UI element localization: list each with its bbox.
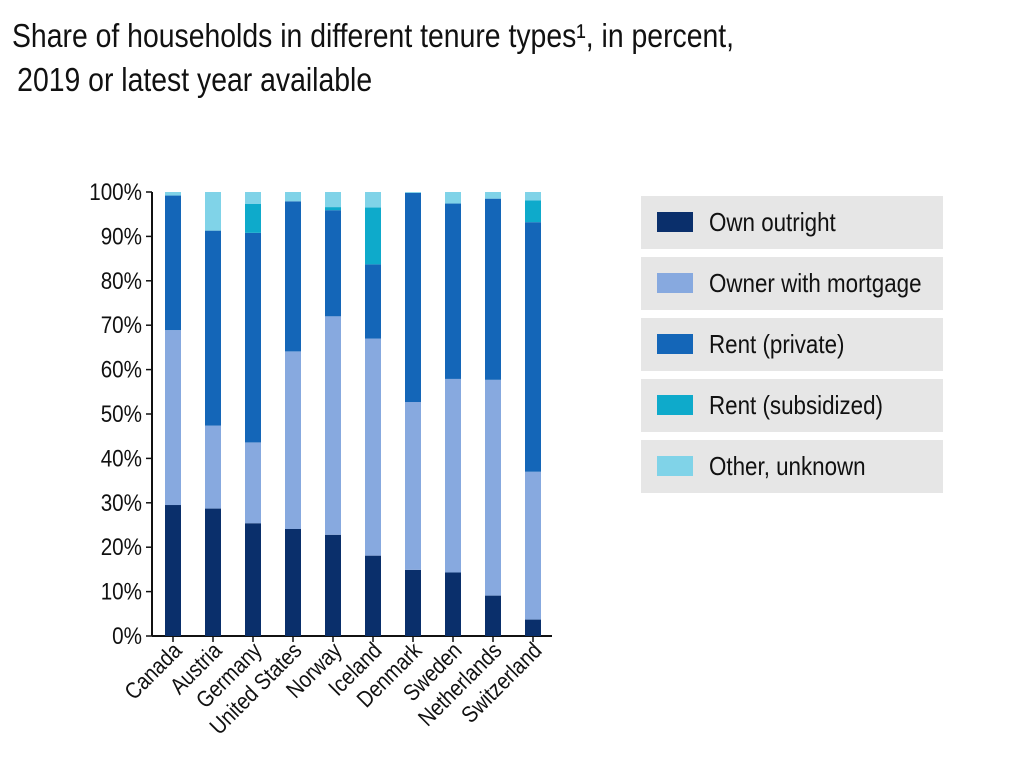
bar-segment <box>445 192 461 204</box>
bar-segment <box>405 402 421 570</box>
y-tick-label: 0% <box>112 623 142 650</box>
bar-segment <box>365 207 381 265</box>
y-tick-label: 90% <box>101 223 142 250</box>
bar-segment <box>365 264 381 339</box>
bar-segment <box>405 192 421 403</box>
bar-segment <box>525 471 541 620</box>
bar-segment <box>445 203 461 379</box>
legend-swatch <box>657 212 693 232</box>
bar-segment <box>325 210 341 317</box>
legend-item: Rent (subsidized) <box>641 379 943 432</box>
y-tick-label: 40% <box>101 445 142 472</box>
bar-segment <box>245 192 261 204</box>
y-tick-label: 20% <box>101 534 142 561</box>
legend-label: Own outright <box>709 207 836 237</box>
legend-label: Rent (private) <box>709 329 845 359</box>
bar-segment <box>245 232 261 443</box>
bar-segment <box>365 555 381 636</box>
bar-segment <box>525 619 541 636</box>
bar-segment <box>245 523 261 636</box>
bar-segment <box>485 192 501 199</box>
bar-segment <box>445 572 461 636</box>
legend-item: Own outright <box>641 196 943 249</box>
bar-segment <box>405 569 421 636</box>
chart-title-line1: Share of households in different tenure … <box>12 17 735 54</box>
legend-label: Owner with mortgage <box>709 268 922 298</box>
legend-swatch <box>657 273 693 293</box>
bar-segment <box>205 508 221 636</box>
legend-swatch <box>657 395 693 415</box>
bar-segment <box>525 222 541 472</box>
bar-segment <box>205 192 221 231</box>
bar-segment <box>365 338 381 556</box>
bar-segment <box>285 528 301 636</box>
y-tick-label: 50% <box>101 401 142 428</box>
bar-segment <box>485 379 501 596</box>
bar-segment <box>285 351 301 529</box>
bar-segment <box>325 192 341 208</box>
legend-label: Other, unknown <box>709 451 866 481</box>
bar-segment <box>245 442 261 524</box>
bar-segment <box>205 230 221 426</box>
bar-segment <box>245 203 261 233</box>
bar-segment <box>325 534 341 636</box>
bar-segment <box>165 505 181 636</box>
bar-segment <box>325 316 341 535</box>
bar-segment <box>525 192 541 201</box>
chart-title: Share of households in different tenure … <box>12 14 734 102</box>
bar-segment <box>325 207 341 211</box>
y-tick-label: 100% <box>89 179 142 206</box>
bar-segment <box>525 200 541 223</box>
y-tick-label: 10% <box>101 578 142 605</box>
bar-segment <box>485 198 501 380</box>
legend-item: Other, unknown <box>641 440 943 493</box>
bar-segment <box>365 192 381 208</box>
bar-segment <box>285 192 301 202</box>
legend-item: Rent (private) <box>641 318 943 371</box>
bar-segment <box>485 595 501 636</box>
bar-segment <box>405 192 421 193</box>
y-tick-label: 30% <box>101 489 142 516</box>
legend-label: Rent (subsidized) <box>709 390 883 420</box>
chart-title-line2: 2019 or latest year available <box>17 61 373 98</box>
y-tick-label: 60% <box>101 356 142 383</box>
y-tick-label: 70% <box>101 312 142 339</box>
bar-segment <box>445 378 461 573</box>
legend-swatch <box>657 456 693 476</box>
bar-segment <box>165 192 181 196</box>
y-tick-label: 80% <box>101 267 142 294</box>
legend-swatch <box>657 334 693 354</box>
bar-segment <box>165 330 181 506</box>
bar-segment <box>165 195 181 331</box>
bar-segment <box>205 425 221 509</box>
legend-item: Owner with mortgage <box>641 257 943 310</box>
bar-segment <box>285 201 301 352</box>
